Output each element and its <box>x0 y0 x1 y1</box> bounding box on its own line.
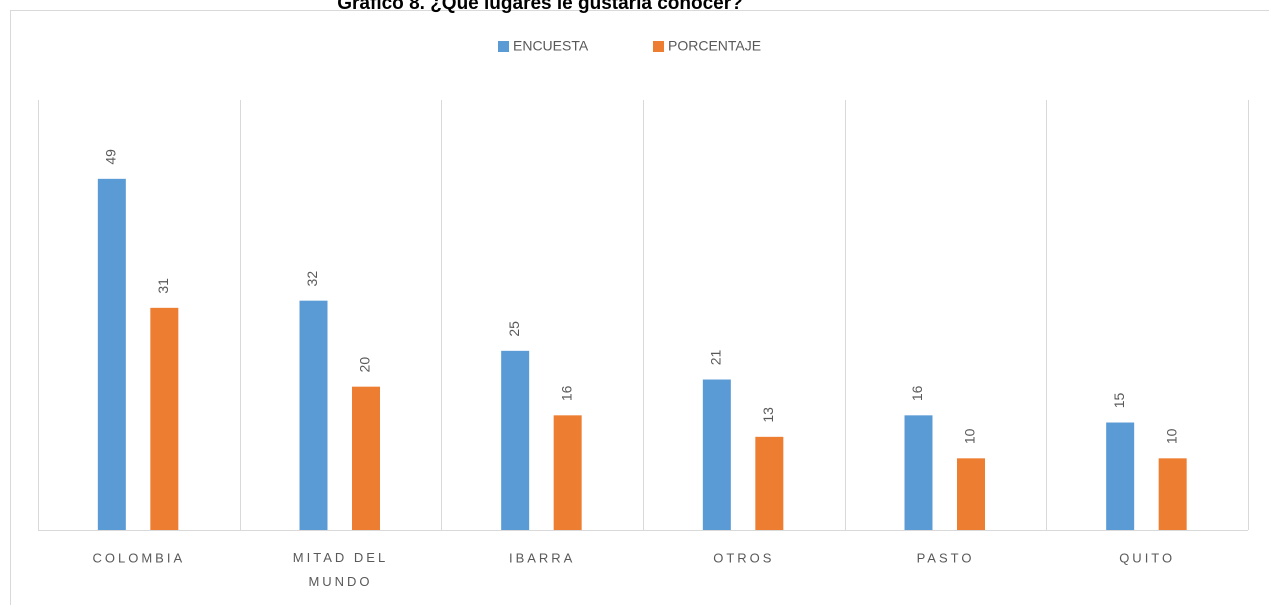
chart-border <box>10 10 1269 605</box>
data-label: 32 <box>304 271 320 287</box>
x-tick-label: PASTO <box>917 550 975 565</box>
bar <box>1106 422 1135 530</box>
x-tick-label-line: MUNDO <box>308 574 372 589</box>
data-label: 49 <box>103 149 119 165</box>
data-label: 31 <box>155 278 171 294</box>
data-label: 16 <box>909 385 925 401</box>
legend-label: PORCENTAJE <box>668 38 761 54</box>
bar <box>904 415 933 530</box>
bar <box>1158 458 1187 530</box>
x-tick-label-line: MITAD DEL <box>293 550 388 565</box>
data-label: 13 <box>760 407 776 423</box>
data-label: 10 <box>962 428 978 444</box>
bar <box>352 386 380 530</box>
bar <box>957 458 985 530</box>
legend-swatch <box>498 41 509 52</box>
data-label: 21 <box>708 350 724 366</box>
x-tick-label: COLOMBIA <box>93 550 186 565</box>
x-tick-label: IBARRA <box>509 550 575 565</box>
bar <box>755 436 784 530</box>
x-tick-label: OTROS <box>713 550 774 565</box>
data-label: 20 <box>357 357 373 373</box>
bar <box>553 415 582 530</box>
data-label: 15 <box>1111 393 1127 409</box>
x-tick-label: MITAD DEL MUNDO <box>293 550 388 589</box>
bar <box>702 379 731 530</box>
chart-title: Gráfico 8. ¿Qué lugares le gustaría cono… <box>337 0 742 14</box>
data-label: 10 <box>1163 428 1179 444</box>
bar <box>299 300 328 530</box>
legend-label: ENCUESTA <box>513 38 589 54</box>
legend-swatch <box>653 41 664 52</box>
data-label: 16 <box>558 385 574 401</box>
bar <box>501 350 530 530</box>
bar <box>150 307 179 530</box>
data-label: 25 <box>506 321 522 337</box>
bar <box>97 178 126 531</box>
x-tick-label: QUITO <box>1119 550 1175 565</box>
